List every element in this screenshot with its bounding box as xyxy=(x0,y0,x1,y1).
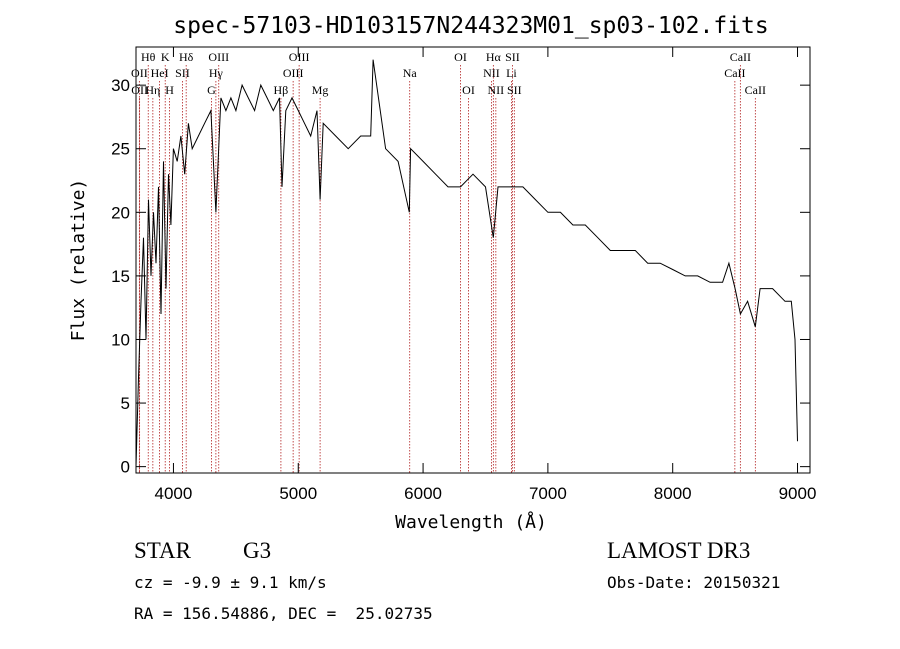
y-tick-label: 5 xyxy=(121,394,130,413)
line-label: Hδ xyxy=(179,50,194,64)
y-tick-label: 25 xyxy=(111,140,130,159)
x-axis-label: Wavelength (Å) xyxy=(395,511,547,533)
redshift-cz: cz = -9.9 ± 9.1 km/s xyxy=(134,573,327,592)
plot-frame xyxy=(135,46,811,474)
line-label: Hγ xyxy=(209,66,224,80)
line-label: SII xyxy=(507,83,522,97)
spectral-subclass: G3 xyxy=(243,538,272,563)
line-label: Li xyxy=(506,66,517,80)
x-tick-label: 4000 xyxy=(155,484,193,503)
y-tick-label: 30 xyxy=(111,76,130,95)
x-tick-label: 7000 xyxy=(529,484,567,503)
line-label: Hβ xyxy=(274,83,289,97)
y-axis-ticks: 0 5 10 15 20 25 30 xyxy=(111,76,810,477)
line-label: H xyxy=(165,83,174,97)
survey-name: LAMOST DR3 xyxy=(607,538,751,563)
x-tick-label: 5000 xyxy=(279,484,317,503)
line-label: SII xyxy=(505,50,520,64)
y-axis-label: Flux (relative) xyxy=(68,179,89,342)
line-label: CaII xyxy=(745,83,766,97)
line-label: CaII xyxy=(724,66,745,80)
line-markers xyxy=(138,65,756,473)
x-tick-label: 6000 xyxy=(404,484,442,503)
spectrum-line xyxy=(135,59,798,467)
y-tick-label: 20 xyxy=(111,203,130,222)
line-label: Hθ xyxy=(141,50,156,64)
line-label: HeI xyxy=(151,66,169,80)
line-label: CaII xyxy=(730,50,751,64)
object-type: STAR xyxy=(134,538,191,563)
line-label: Na xyxy=(403,66,418,80)
line-label: Hα xyxy=(486,50,502,64)
line-label: SII xyxy=(175,66,190,80)
line-label: G xyxy=(207,83,216,97)
line-label: K xyxy=(161,50,170,64)
line-label: Mg xyxy=(312,83,329,97)
x-tick-label: 8000 xyxy=(654,484,692,503)
line-label: OII xyxy=(131,66,148,80)
line-label: Hη xyxy=(145,83,160,97)
line-label: OI xyxy=(462,83,475,97)
coordinates: RA = 156.54886, DEC = 25.02735 xyxy=(134,604,433,623)
observation-date: Obs-Date: 20150321 xyxy=(607,573,781,592)
y-tick-label: 10 xyxy=(111,330,130,349)
line-label: NII xyxy=(483,66,500,80)
line-label: OII xyxy=(131,83,148,97)
chart-title: spec-57103-HD103157N244323M01_sp03-102.f… xyxy=(173,13,768,39)
line-label: OIII xyxy=(208,50,229,64)
x-tick-label: 9000 xyxy=(779,484,817,503)
y-tick-label: 15 xyxy=(111,267,130,286)
y-tick-label: 0 xyxy=(121,458,130,477)
line-label: NII xyxy=(488,83,505,97)
line-label: OIII xyxy=(289,50,310,64)
x-axis-ticks: 4000 5000 6000 7000 8000 9000 xyxy=(155,47,817,503)
line-label: OIII xyxy=(283,66,304,80)
line-label: OI xyxy=(454,50,467,64)
